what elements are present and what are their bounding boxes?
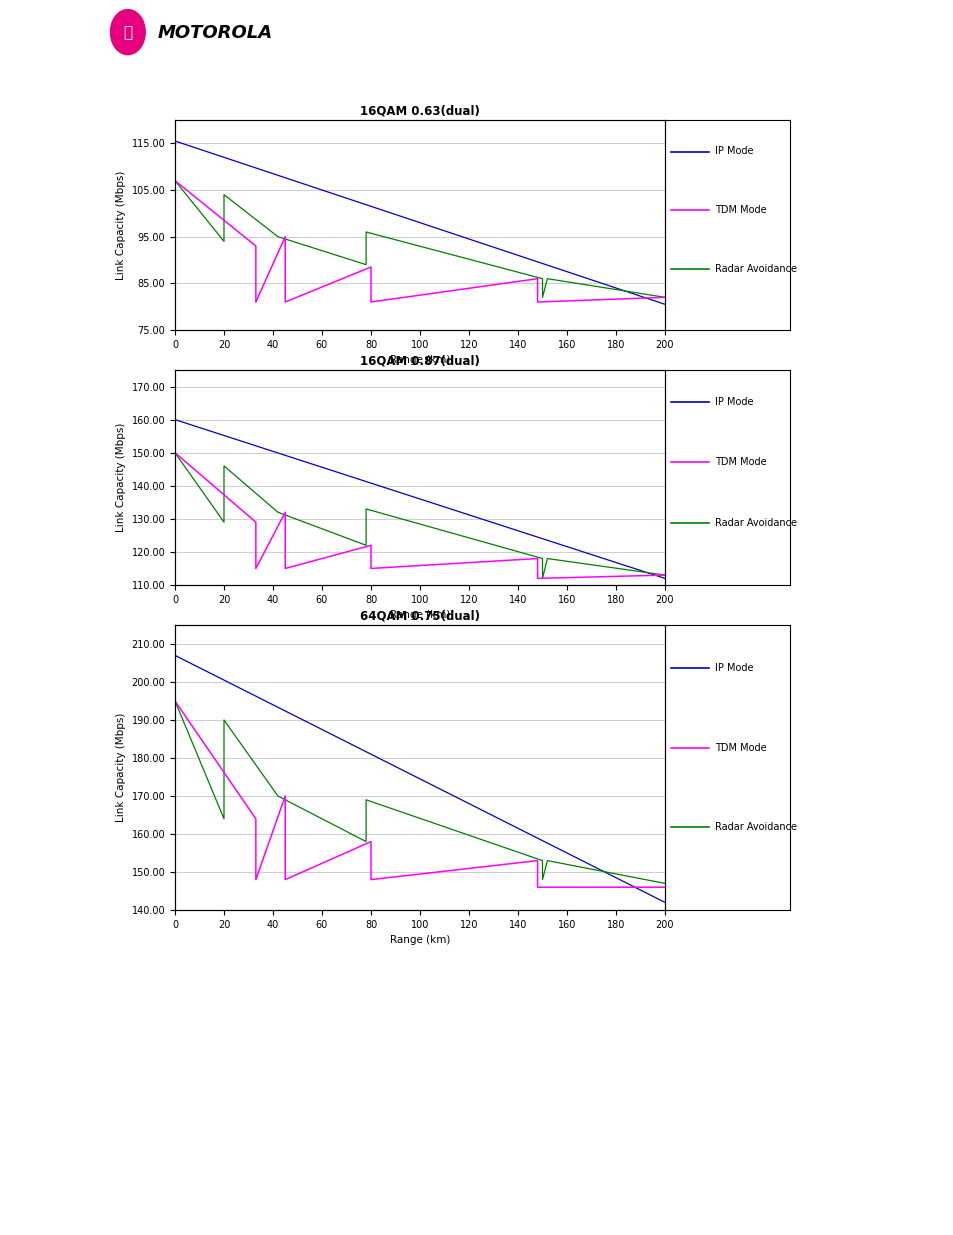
Text: IP Mode: IP Mode bbox=[714, 398, 753, 408]
Y-axis label: Link Capacity (Mbps): Link Capacity (Mbps) bbox=[116, 422, 126, 532]
Circle shape bbox=[111, 10, 145, 54]
Text: Radar Avoidance: Radar Avoidance bbox=[714, 517, 796, 527]
X-axis label: Range (km): Range (km) bbox=[390, 610, 450, 620]
X-axis label: Range (km): Range (km) bbox=[390, 935, 450, 945]
Title: 16QAM 0.63(dual): 16QAM 0.63(dual) bbox=[359, 105, 479, 117]
Title: 16QAM 0.87(dual): 16QAM 0.87(dual) bbox=[359, 354, 479, 368]
Text: TDM Mode: TDM Mode bbox=[714, 742, 766, 752]
Y-axis label: Link Capacity (Mbps): Link Capacity (Mbps) bbox=[116, 170, 126, 279]
Text: MOTOROLA: MOTOROLA bbox=[157, 23, 273, 42]
Text: IP Mode: IP Mode bbox=[714, 147, 753, 157]
Text: TDM Mode: TDM Mode bbox=[714, 457, 766, 468]
Text: Radar Avoidance: Radar Avoidance bbox=[714, 264, 796, 274]
Y-axis label: Link Capacity (Mbps): Link Capacity (Mbps) bbox=[116, 713, 126, 823]
Text: Radar Avoidance: Radar Avoidance bbox=[714, 823, 796, 832]
Text: Ⓜ: Ⓜ bbox=[123, 26, 132, 41]
Text: IP Mode: IP Mode bbox=[714, 663, 753, 673]
Text: TDM Mode: TDM Mode bbox=[714, 205, 766, 215]
Title: 64QAM 0.75(dual): 64QAM 0.75(dual) bbox=[359, 609, 479, 622]
X-axis label: Range (km): Range (km) bbox=[390, 356, 450, 366]
